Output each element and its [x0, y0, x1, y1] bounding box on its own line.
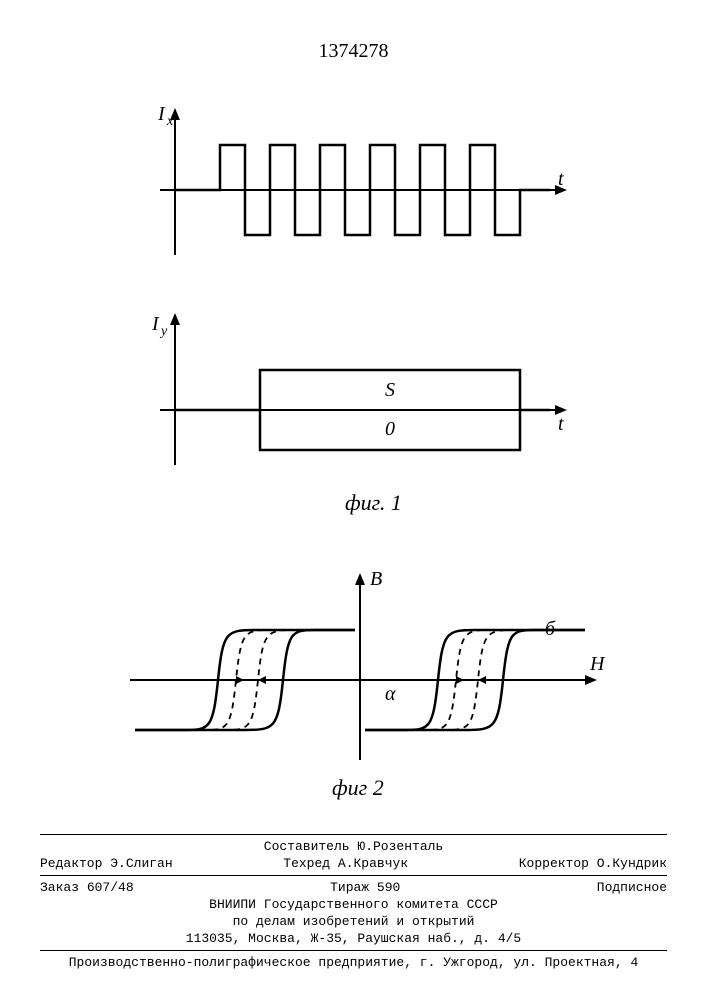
svg-text:t: t [558, 413, 564, 435]
tech-editor-label: Техред [283, 856, 330, 871]
figure-2: B H α б [110, 560, 610, 810]
chart-iy: I y t S 0 [151, 313, 567, 465]
pulse-s-label: S [385, 379, 395, 401]
pulse-0-label: 0 [385, 418, 395, 440]
page-number: 1374278 [319, 40, 389, 63]
figure-1: I x t I y t S 0 фиг. 1 [130, 90, 580, 520]
compiler-label: Составитель [264, 839, 350, 854]
org-line-2: по делам изобретений и открытий [40, 914, 667, 929]
subscription: Подписное [597, 880, 667, 895]
svg-text:I: I [157, 103, 166, 125]
corrector-name: О.Кундрик [597, 856, 667, 871]
tech-editor-name: А.Кравчук [338, 856, 408, 871]
print-run: 590 [377, 880, 400, 895]
editor-label: Редактор [40, 856, 102, 871]
svg-text:y: y [159, 324, 168, 339]
corrector-label: Корректор [519, 856, 589, 871]
editor-name: Э.Слиган [110, 856, 172, 871]
order-number: 607/48 [87, 880, 134, 895]
loop-alpha-label: α [385, 683, 396, 705]
address-line: 113035, Москва, Ж-35, Раушская наб., д. … [40, 931, 667, 946]
svg-text:B: B [370, 568, 382, 590]
fig1-caption: фиг. 1 [345, 490, 402, 515]
print-run-label: Тираж [330, 880, 369, 895]
svg-text:t: t [558, 168, 564, 190]
org-line-1: ВНИИПИ Государственного комитета СССР [40, 897, 667, 912]
order-label: Заказ [40, 880, 79, 895]
footer-block: Составитель Ю.Розенталь Редактор Э.Слига… [40, 830, 667, 972]
svg-text:x: x [166, 114, 174, 129]
compiler-name: Ю.Розенталь [357, 839, 443, 854]
svg-text:H: H [589, 653, 606, 675]
svg-text:I: I [151, 313, 160, 335]
loop-b-label: б [545, 618, 556, 640]
chart-ix: I x t [157, 103, 567, 255]
fig2-caption: фиг 2 [332, 775, 384, 800]
bottom-line: Производственно-полиграфическое предприя… [40, 955, 667, 970]
